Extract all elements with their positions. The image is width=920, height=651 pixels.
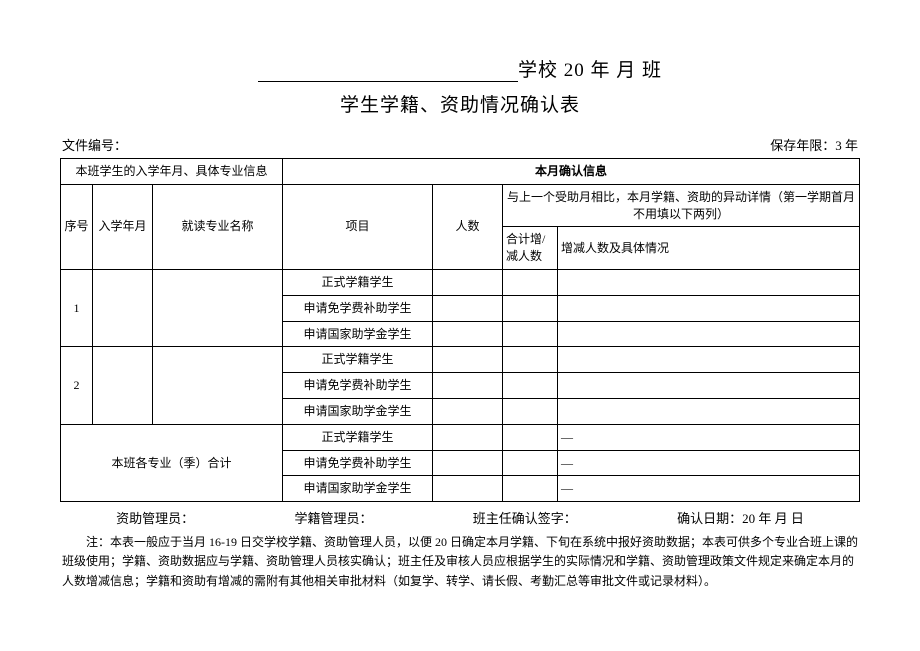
cell [93, 347, 153, 424]
cell [433, 476, 503, 502]
item-a: 正式学籍学生 [283, 347, 433, 373]
item-c: 申请国家助学金学生 [283, 398, 433, 424]
col-variation: 与上一个受助月相比，本月学籍、资助的异动详情（第一学期首月不用填以下两列） [503, 184, 860, 227]
aid-manager-label: 资助管理员： [116, 508, 194, 527]
col-count: 人数 [433, 184, 503, 269]
header-right: 本月确认信息 [283, 159, 860, 185]
cell [503, 269, 558, 295]
item-b: 申请免学费补助学生 [283, 295, 433, 321]
table-row: 1 正式学籍学生 [61, 269, 860, 295]
col-change: 合计增/减人数 [503, 227, 558, 270]
cell [503, 347, 558, 373]
cell [153, 269, 283, 346]
item-a: 正式学籍学生 [283, 269, 433, 295]
item-a: 正式学籍学生 [283, 424, 433, 450]
cell [433, 269, 503, 295]
table-row: 2 正式学籍学生 [61, 347, 860, 373]
file-number-label: 文件编号： [62, 135, 127, 154]
cell [433, 373, 503, 399]
teacher-sign-label: 班主任确认签字： [473, 508, 577, 527]
cell [503, 295, 558, 321]
footnote: 注：本表一般应于当月 16-19 日交学校学籍、资助管理人员，以便 20 日确定… [60, 533, 860, 591]
cell [153, 347, 283, 424]
cell [558, 321, 860, 347]
col-item: 项目 [283, 184, 433, 269]
dash: — [558, 424, 860, 450]
item-b: 申请免学费补助学生 [283, 373, 433, 399]
registration-manager-label: 学籍管理员： [294, 508, 372, 527]
col-major: 就读专业名称 [153, 184, 283, 269]
cell [503, 450, 558, 476]
col-year: 入学年月 [93, 184, 153, 269]
seq-1: 1 [61, 269, 93, 346]
cell [558, 373, 860, 399]
total-label: 本班各专业（季）合计 [61, 424, 283, 501]
school-name-underline [258, 64, 518, 82]
confirm-date-label: 确认日期：20 年 月 日 [677, 508, 804, 527]
cell [503, 321, 558, 347]
signature-row: 资助管理员： 学籍管理员： 班主任确认签字： 确认日期：20 年 月 日 [60, 508, 860, 527]
cell [503, 398, 558, 424]
seq-2: 2 [61, 347, 93, 424]
meta-row: 文件编号： 保存年限：3 年 [60, 135, 860, 154]
cell [558, 347, 860, 373]
retention-label: 保存年限：3 年 [770, 135, 858, 154]
cell [558, 398, 860, 424]
table-row: 序号 入学年月 就读专业名称 项目 人数 与上一个受助月相比，本月学籍、资助的异… [61, 184, 860, 227]
col-detail: 增减人数及具体情况 [558, 227, 860, 270]
cell [93, 269, 153, 346]
cell [558, 295, 860, 321]
cell [558, 269, 860, 295]
confirmation-table: 本班学生的入学年月、具体专业信息 本月确认信息 序号 入学年月 就读专业名称 项… [60, 158, 860, 502]
cell [433, 321, 503, 347]
dash: — [558, 450, 860, 476]
table-row: 本班各专业（季）合计 正式学籍学生 — [61, 424, 860, 450]
cell [503, 373, 558, 399]
cell [433, 398, 503, 424]
cell [433, 424, 503, 450]
cell [503, 476, 558, 502]
col-seq: 序号 [61, 184, 93, 269]
item-c: 申请国家助学金学生 [283, 476, 433, 502]
title-line-2: 学生学籍、资助情况确认表 [60, 90, 860, 117]
cell [503, 424, 558, 450]
table-row: 本班学生的入学年月、具体专业信息 本月确认信息 [61, 159, 860, 185]
cell [433, 347, 503, 373]
cell [433, 295, 503, 321]
cell [433, 450, 503, 476]
dash: — [558, 476, 860, 502]
item-c: 申请国家助学金学生 [283, 321, 433, 347]
item-b: 申请免学费补助学生 [283, 450, 433, 476]
title-line-1: 学校 20 年 月 班 [60, 55, 860, 82]
title-suffix: 学校 20 年 月 班 [518, 60, 662, 81]
header-left: 本班学生的入学年月、具体专业信息 [61, 159, 283, 185]
